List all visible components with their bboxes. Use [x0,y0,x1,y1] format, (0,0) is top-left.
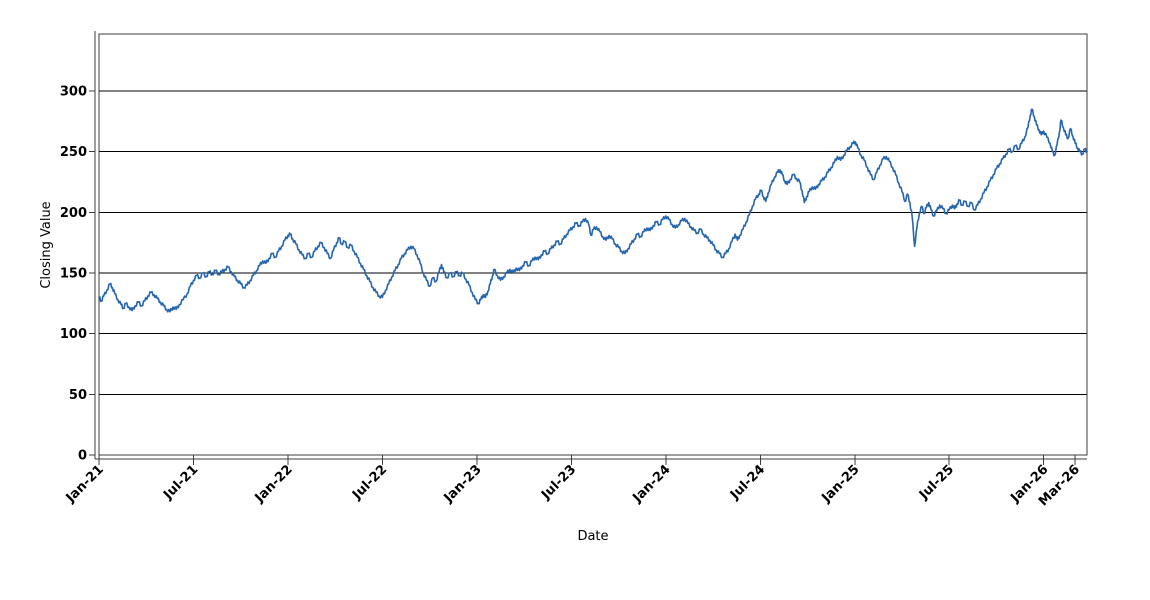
x-tick-label: Jan-23 [441,462,485,506]
series-line [98,108,1088,313]
x-tick-label: Jan-21 [63,462,107,506]
y-tick-label: 200 [60,206,87,221]
x-tick-label: Jan-25 [818,462,862,506]
x-tick-label: Jul-21 [160,462,201,503]
y-tick-labels: 0 50 100 150 200 250 300 [60,85,87,464]
y-tick-label: 0 [78,449,87,464]
y-tick-label: 50 [69,388,87,403]
x-tick-label: Jul-25 [916,462,957,503]
x-tick-label: Jan-24 [630,462,674,506]
x-tick-label: Jan-22 [252,462,296,506]
x-axis-ticks [98,455,1076,465]
y-tick-label: 150 [60,267,87,282]
y-tick-label: 100 [60,327,87,342]
y-tick-label: 300 [60,85,87,100]
x-tick-label: Jul-24 [727,462,768,503]
x-tick-label: Jul-22 [349,462,390,503]
x-tick-label: Jul-23 [538,462,579,503]
y-axis-title: Closing Value [39,201,54,288]
y-tick-label: 250 [60,145,87,160]
x-tick-labels: Jan-21 Jul-21 Jan-22 Jul-22 Jan-23 Jul-23 Jan-… [63,462,1083,509]
y-axis-ticks [89,90,95,456]
plot-border [98,33,1088,456]
x-axis-title: Date [577,529,608,544]
y-gridlines [99,90,1087,395]
